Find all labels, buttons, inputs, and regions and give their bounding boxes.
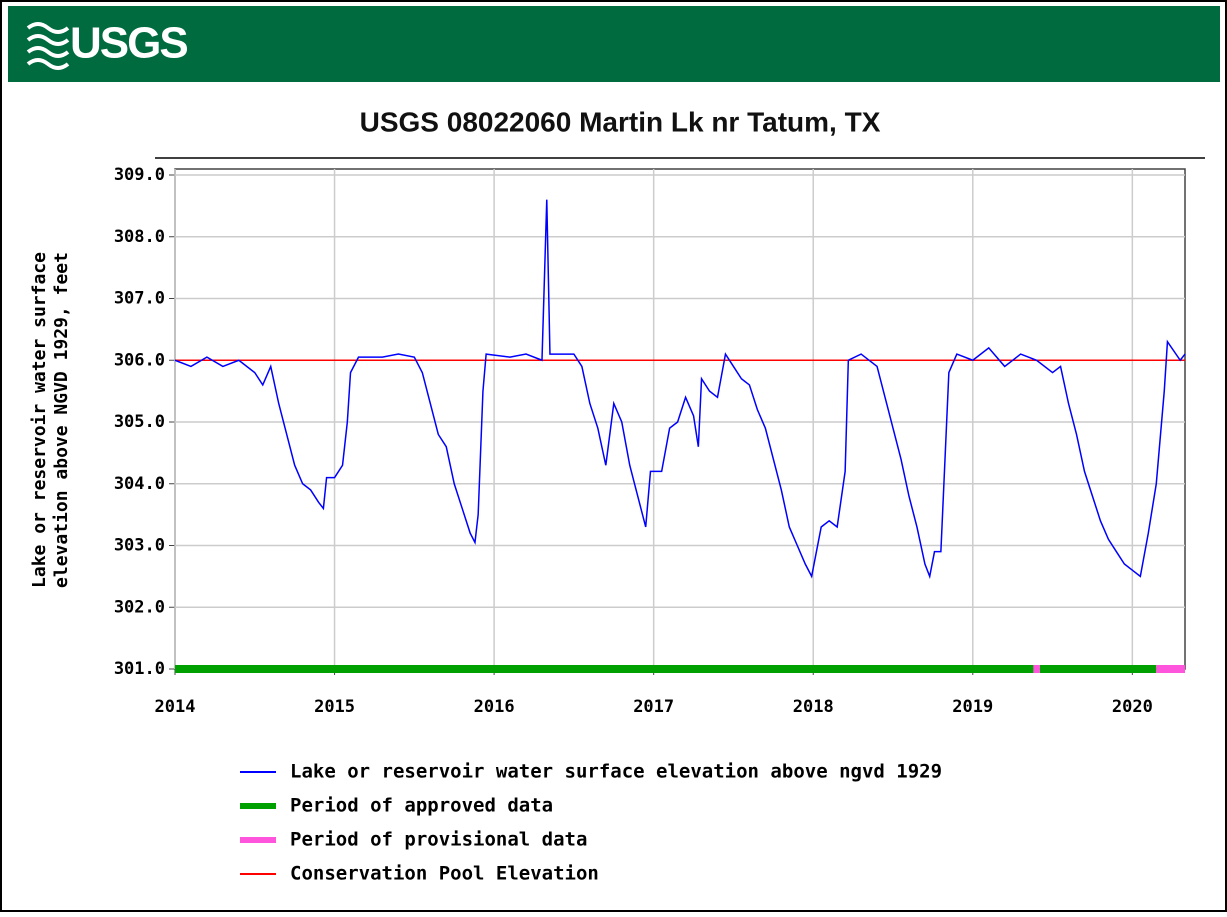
x-tick-label: 2014	[155, 697, 196, 717]
y-tick-label: 305.0	[114, 412, 165, 432]
plot-frame	[174, 168, 1186, 670]
period-bar	[1156, 665, 1185, 673]
logo: USGS	[70, 19, 187, 68]
period-bar	[175, 665, 1034, 673]
chart-title: USGS 08022060 Martin Lk nr Tatum, TX	[360, 106, 881, 137]
y-axis-label: Lake or reservoir water surface	[29, 252, 50, 588]
legend-label: Period of approved data	[290, 795, 553, 817]
legend-label: Lake or reservoir water surface elevatio…	[290, 761, 942, 783]
x-tick-label: 2019	[952, 697, 993, 717]
legend-label: Period of provisional data	[290, 829, 587, 851]
y-tick-label: 304.0	[114, 474, 165, 494]
y-tick-label: 303.0	[114, 536, 165, 556]
data-line	[174, 199, 1186, 580]
y-tick-label: 307.0	[114, 289, 165, 309]
y-tick-label: 302.0	[114, 597, 165, 617]
y-tick-label: 301.0	[114, 659, 165, 679]
x-tick-label: 2015	[314, 697, 355, 717]
logo-waves	[26, 22, 70, 70]
y-tick-label: 308.0	[114, 227, 165, 247]
period-bar	[1039, 665, 1157, 673]
x-tick-label: 2016	[474, 697, 515, 717]
y-tick-label: 306.0	[114, 350, 165, 370]
header-bar	[8, 6, 1220, 82]
x-tick-label: 2018	[793, 697, 834, 717]
y-tick-label: 309.0	[114, 165, 165, 185]
x-tick-label: 2020	[1112, 697, 1153, 717]
x-tick-label: 2017	[633, 697, 674, 717]
y-axis-label: elevation above NGVD 1929, feet	[51, 252, 72, 588]
legend-label: Conservation Pool Elevation	[290, 863, 599, 885]
period-bar	[1033, 665, 1040, 673]
